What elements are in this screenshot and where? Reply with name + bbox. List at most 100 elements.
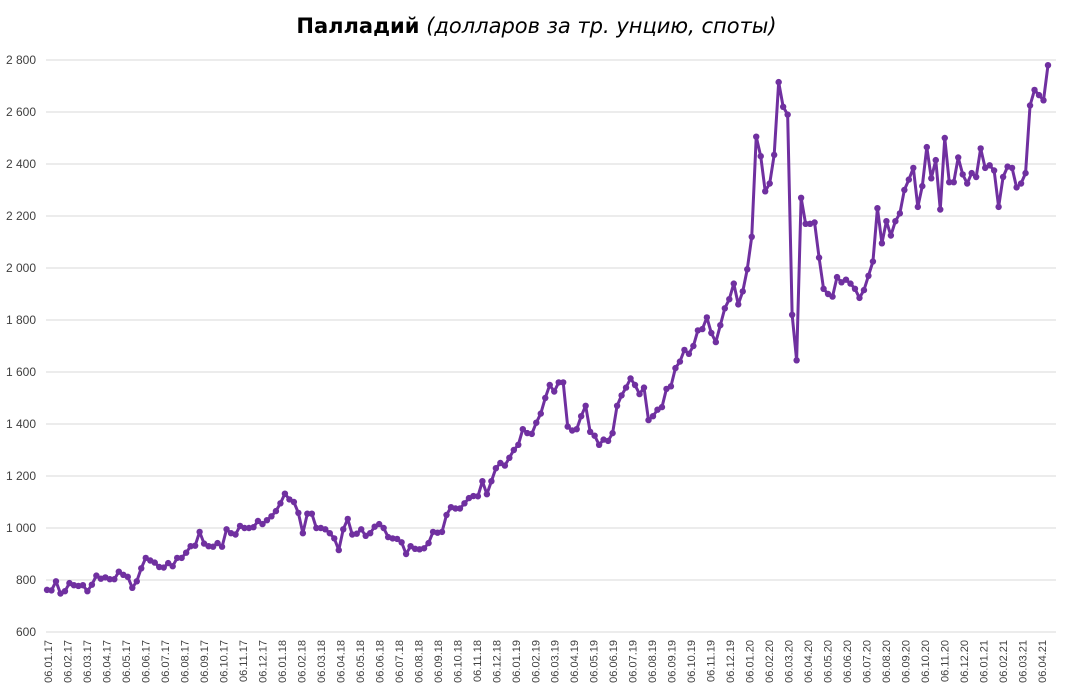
x-tick-label: 06.01.21 (979, 640, 991, 683)
y-tick-label: 2 200 (6, 209, 36, 223)
data-point (573, 426, 580, 433)
data-point (241, 524, 248, 532)
data-point (788, 311, 796, 318)
data-point (887, 232, 895, 239)
data-point (353, 530, 360, 537)
data-point (1017, 180, 1025, 187)
data-point (937, 206, 944, 213)
x-tick-label: 06.02.21 (998, 640, 1010, 683)
x-tick-label: 06.07.19 (628, 640, 640, 683)
data-point (896, 210, 904, 217)
data-point (946, 179, 953, 186)
x-tick-label: 06.12.18 (491, 640, 503, 683)
data-point (133, 578, 140, 585)
data-point (48, 587, 55, 594)
y-tick-label: 1 800 (6, 313, 36, 327)
data-point (766, 180, 773, 187)
data-point (564, 423, 571, 430)
x-tick-label: 06.10.20 (920, 640, 932, 683)
x-axis-ticks: 06.01.17 06.02.17 06.03.17 06.04.17 06.05.17… (43, 640, 1049, 683)
data-point (690, 342, 697, 350)
x-tick-label: 06.11.19 (706, 640, 718, 682)
data-point (182, 549, 190, 556)
data-point (61, 587, 69, 595)
x-tick-label: 06.07.18 (394, 640, 406, 683)
data-point (851, 285, 859, 292)
data-point (878, 240, 886, 247)
data-point (964, 180, 971, 187)
data-point (883, 218, 890, 225)
data-point (1044, 61, 1052, 69)
data-point (609, 429, 616, 437)
data-point (685, 350, 693, 357)
x-tick-label: 06.05.18 (355, 640, 367, 683)
data-point (335, 546, 342, 554)
data-point (519, 426, 527, 433)
data-point (560, 379, 567, 386)
data-point (622, 384, 630, 391)
data-point (658, 403, 666, 411)
x-tick-label: 06.04.17 (101, 640, 113, 683)
data-point (959, 171, 966, 178)
data-point (941, 134, 948, 142)
data-point (546, 381, 553, 389)
data-point (577, 413, 585, 420)
data-point (272, 507, 280, 515)
data-point (461, 500, 468, 507)
x-tick-label: 06.06.17 (140, 640, 152, 683)
y-tick-label: 1 400 (6, 417, 36, 431)
y-tick-label: 800 (16, 573, 36, 587)
data-point (905, 176, 913, 183)
data-point (950, 179, 957, 186)
data-point (753, 133, 760, 140)
data-point (1022, 169, 1029, 177)
data-point (151, 559, 158, 566)
data-point (344, 515, 351, 523)
data-point (968, 169, 975, 177)
y-tick-label: 600 (16, 625, 36, 639)
data-point (555, 379, 562, 386)
data-point (1040, 97, 1047, 104)
x-tick-label: 06.04.21 (1037, 640, 1049, 683)
x-tick-label: 06.09.19 (667, 640, 679, 683)
data-point (910, 164, 917, 172)
x-tick-label: 06.01.17 (43, 640, 55, 683)
data-point (398, 539, 405, 546)
data-point (506, 454, 513, 461)
data-point (196, 528, 203, 536)
data-point (488, 478, 495, 485)
data-point (115, 568, 123, 575)
data-point (88, 581, 96, 588)
data-point (542, 394, 549, 402)
data-point (636, 390, 643, 398)
data-point (775, 78, 782, 86)
y-tick-label: 1 000 (6, 521, 36, 535)
chart-title: Палладий (долларов за тр. унцию, споты) (0, 14, 1073, 38)
x-tick-label: 06.10.19 (686, 640, 698, 683)
data-point (748, 233, 755, 240)
data-point (191, 542, 199, 549)
data-point (438, 528, 446, 536)
data-point (645, 416, 652, 424)
x-tick-label: 06.12.17 (257, 640, 269, 683)
x-tick-label: 06.12.20 (959, 640, 971, 683)
data-point (833, 273, 841, 281)
data-point (995, 203, 1002, 211)
data-point (331, 535, 338, 542)
data-point (770, 151, 778, 159)
data-point (717, 322, 724, 329)
data-point (483, 491, 491, 498)
x-tick-label: 06.02.19 (530, 640, 542, 683)
data-point (402, 550, 410, 558)
data-point (1031, 86, 1038, 94)
series-line (45, 63, 1050, 596)
data-point (681, 346, 688, 354)
data-point (811, 219, 818, 226)
data-point (510, 446, 518, 454)
data-point (1026, 102, 1034, 109)
data-point (551, 388, 558, 395)
data-point (295, 509, 302, 517)
data-point (847, 280, 854, 287)
data-point (259, 520, 266, 528)
x-tick-label: 06.05.19 (589, 640, 601, 683)
